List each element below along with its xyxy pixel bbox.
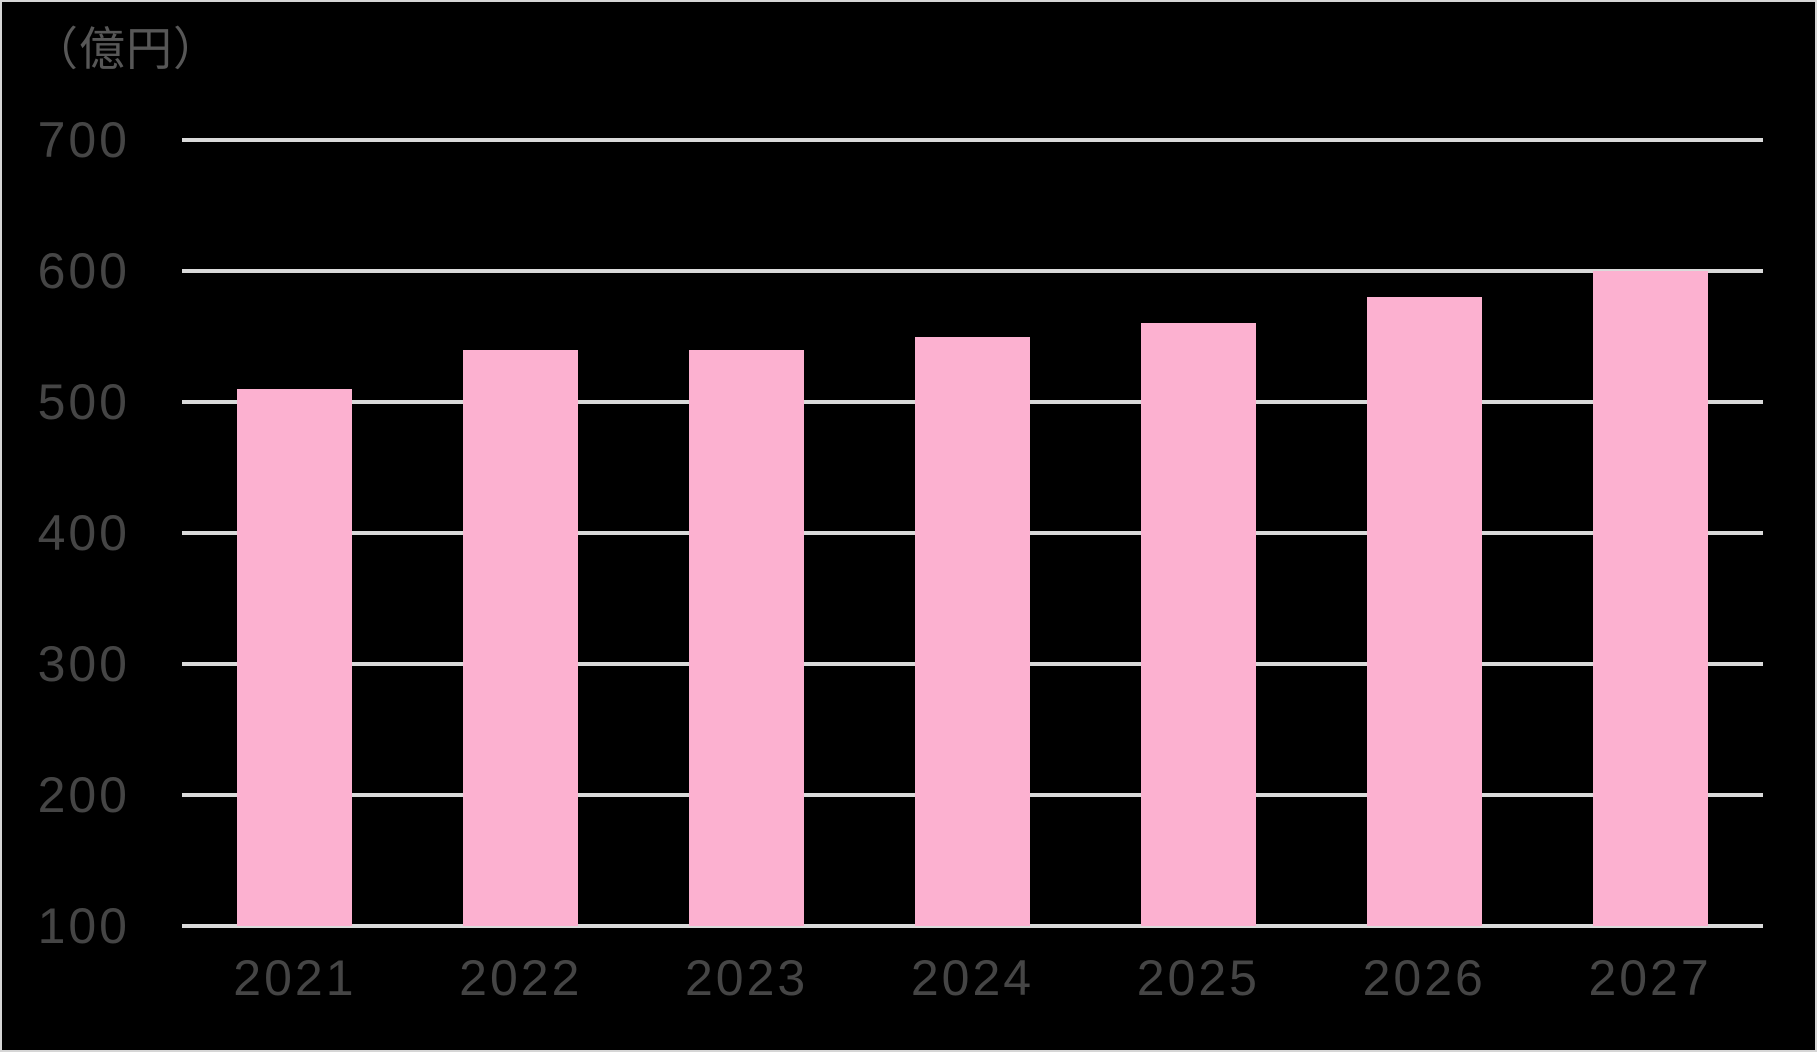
y-axis-unit-label: （億円） xyxy=(32,23,220,75)
y-tick-label: 300 xyxy=(37,636,130,692)
y-tick-label: 500 xyxy=(37,374,130,430)
y-tick-label: 400 xyxy=(37,505,130,561)
bar-2021 xyxy=(237,388,353,926)
gridline xyxy=(182,924,1763,928)
x-tick-label: 2023 xyxy=(685,950,809,1006)
gridline xyxy=(182,138,1763,142)
bar-2026 xyxy=(1366,297,1482,926)
x-tick-label: 2021 xyxy=(233,950,357,1006)
bar-2027 xyxy=(1592,271,1708,926)
y-tick-label: 700 xyxy=(37,112,130,168)
y-tick-label: 600 xyxy=(37,243,130,299)
y-tick-label: 100 xyxy=(37,898,130,954)
bar-2022 xyxy=(463,349,579,926)
x-tick-label: 2025 xyxy=(1136,950,1260,1006)
gridline xyxy=(182,269,1763,273)
bar-2024 xyxy=(915,336,1030,926)
x-tick-label: 2027 xyxy=(1588,950,1712,1006)
bar-2025 xyxy=(1140,323,1256,926)
x-tick-label: 2024 xyxy=(910,950,1035,1006)
y-tick-label: 200 xyxy=(37,767,130,823)
bar-2023 xyxy=(689,349,805,926)
x-tick-label: 2022 xyxy=(459,950,583,1006)
x-tick-label: 2026 xyxy=(1362,950,1486,1006)
